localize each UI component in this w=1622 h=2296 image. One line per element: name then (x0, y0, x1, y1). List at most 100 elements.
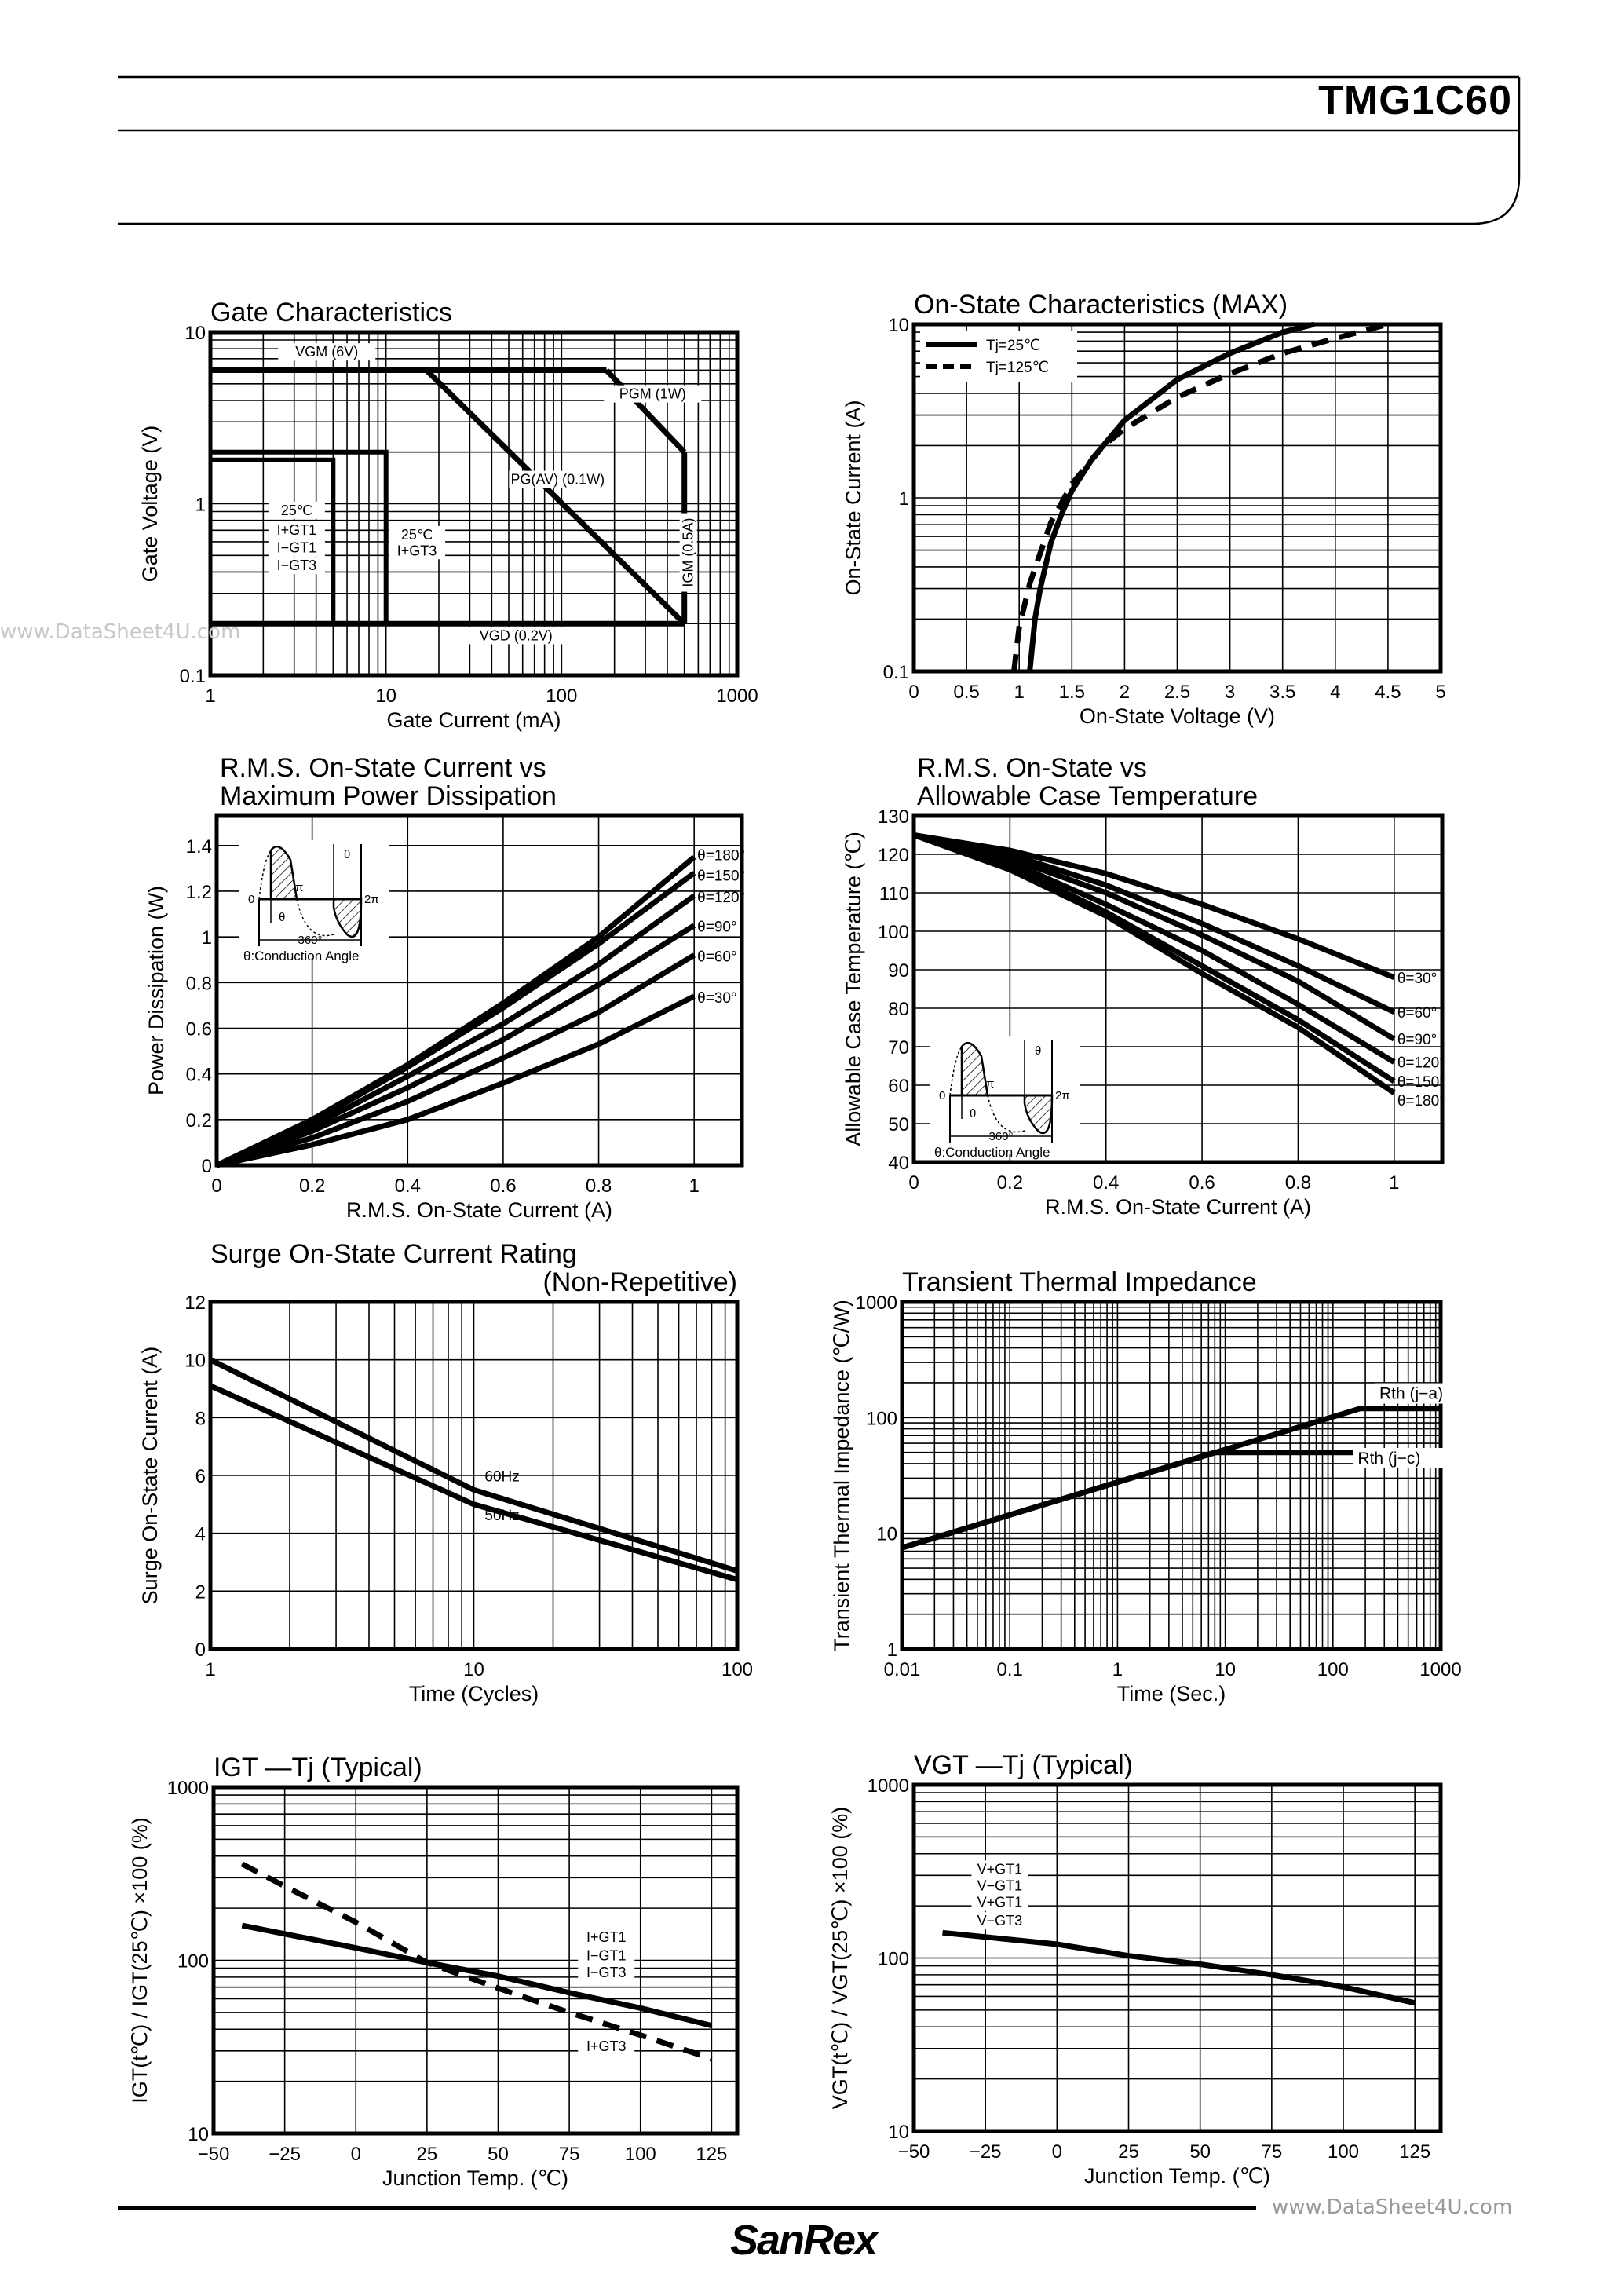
series-line (424, 368, 687, 626)
y-axis-label: IGT(t℃) / IGT(25℃) ×100 (%) (128, 1817, 152, 2103)
y-tick-label: 0.4 (186, 1065, 212, 1086)
watermark-left: www.DataSheet4U.com (0, 620, 241, 644)
curve-annotation: 25℃ (281, 503, 312, 518)
curve-annotation: V+GT1 (977, 1861, 1023, 1877)
y-tick-label: 10 (188, 2124, 209, 2145)
watermark-footer: www.DataSheet4U.com (1272, 2195, 1513, 2219)
x-tick-label: 5 (1435, 682, 1445, 703)
curve-annotation: IGM (0.5A) (681, 518, 696, 587)
y-tick-label: 1000 (167, 1778, 209, 1799)
curve-annotation: PG(AV) (0.1W) (511, 472, 605, 488)
x-tick-label: 0.6 (490, 1175, 516, 1197)
chart-7: IGT —Tj (Typical) −50 −25 0 25 50 75 100 125 10 10… (128, 1753, 740, 2190)
chart-title: Surge On-State Current Rating (210, 1239, 577, 1269)
header-frame (118, 75, 1521, 225)
y-tick-label: 120 (878, 845, 909, 866)
x-tick-label: 1 (205, 686, 215, 707)
x-tick-label: 10 (1215, 1659, 1236, 1680)
x-tick-label: 0.2 (299, 1175, 325, 1197)
inset-label-pi: π (295, 881, 303, 894)
y-tick-label: 80 (888, 999, 909, 1020)
x-tick-label: 3 (1225, 682, 1235, 703)
x-axis-label: R.M.S. On-State Current (A) (346, 1198, 612, 1222)
x-tick-label: 0.1 (997, 1659, 1023, 1680)
x-tick-label: 100 (625, 2144, 656, 2165)
inset-label-theta-bottom: θ (970, 1107, 976, 1121)
series-label: Rth (j−c) (1357, 1450, 1420, 1468)
x-tick-label: 1000 (1419, 1659, 1461, 1680)
y-axis-label: Power Dissipation (W) (144, 886, 168, 1095)
y-tick-label: 100 (878, 1949, 909, 1970)
curve-annotation: VGD (0.2V) (480, 627, 553, 643)
series-label: θ=120° (697, 890, 745, 906)
series-line (216, 993, 696, 1168)
x-tick-label: 25 (1118, 2141, 1139, 2163)
y-tick-label: 70 (888, 1037, 909, 1058)
y-axis-label: Gate Voltage (V) (138, 426, 162, 583)
chart-title: On-State Characteristics (MAX) (914, 290, 1288, 320)
y-tick-label: 40 (888, 1153, 909, 1174)
x-tick-label: 10 (375, 686, 396, 707)
x-tick-label: 0.4 (1093, 1172, 1119, 1194)
inset-label-zero: 0 (248, 893, 254, 906)
series-label: θ=180° (697, 847, 745, 864)
curve-annotation: I+GT1 (586, 1929, 627, 1945)
x-tick-label: −50 (898, 2141, 930, 2163)
conduction-angle-diagram: 0 π 2π θ θ 360° θ:Conduction Angle (239, 840, 389, 963)
chart-title: Gate Characteristics (210, 298, 452, 327)
x-tick-label: 1 (1014, 682, 1025, 703)
x-tick-label: 125 (696, 2144, 727, 2165)
x-tick-label: −50 (198, 2144, 230, 2165)
x-tick-label: 1 (205, 1659, 215, 1680)
conduction-angle-diagram: 0 π 2π θ θ 360° θ:Conduction Angle (930, 1036, 1080, 1160)
inset-label-theta-bottom: θ (279, 911, 285, 924)
series-label: 50Hz (484, 1508, 519, 1524)
plot-frame (208, 330, 740, 678)
curve-annotation: I−GT3 (277, 558, 317, 573)
y-tick-label: 1.2 (186, 882, 212, 903)
legend-label: Tj=25℃ (986, 338, 1040, 354)
plot-frame (900, 1300, 1443, 1651)
chart-8: VGT —Tj (Typical) −50 −25 0 25 50 75 100 125 10 10… (828, 1750, 1443, 2188)
curve-annotation: I+GT1 (277, 522, 317, 538)
y-axis-label: Surge On-State Current (A) (138, 1347, 162, 1605)
x-tick-label: −25 (269, 2144, 301, 2165)
y-tick-label: 0.8 (186, 973, 212, 994)
series-line (210, 457, 336, 624)
x-tick-label: 100 (546, 686, 577, 707)
x-tick-label: 4 (1330, 682, 1340, 703)
series-line (215, 923, 696, 1168)
series-line (912, 832, 1396, 1084)
inset-label-zero: 0 (939, 1089, 945, 1102)
x-tick-label: 50 (1189, 2141, 1211, 2163)
chart-5: Surge On-State Current Rating(Non-Repeti… (138, 1239, 753, 1706)
x-tick-label: 1000 (716, 686, 758, 707)
curve-annotation: V+GT1 (977, 1895, 1023, 1910)
y-axis-label: Transient Thermal Impedance (℃/W) (830, 1300, 853, 1651)
series-label: θ=60° (697, 949, 736, 965)
x-tick-label: 125 (1399, 2141, 1430, 2163)
series-line (913, 832, 1396, 1015)
series-line (604, 368, 687, 455)
y-tick-label: 110 (879, 883, 909, 905)
series-label: θ=150° (697, 868, 745, 885)
curve-annotation: I−GT3 (586, 1965, 627, 1980)
x-tick-label: 1.5 (1059, 682, 1085, 703)
x-tick-label: 50 (488, 2144, 509, 2165)
chart-title: Allowable Case Temperature (917, 781, 1258, 811)
curve-annotation: I+GT3 (397, 543, 437, 558)
series-line (209, 1357, 739, 1574)
y-tick-label: 1 (887, 1640, 897, 1661)
x-tick-label: 100 (1328, 2141, 1359, 2163)
chart-title: (Non-Repetitive) (542, 1267, 737, 1297)
x-tick-label: −25 (970, 2141, 1002, 2163)
x-tick-label: 75 (559, 2144, 580, 2165)
inset-label-360: 360° (988, 1130, 1013, 1143)
curve-annotation: 25℃ (401, 527, 433, 543)
y-tick-label: 1000 (856, 1292, 897, 1314)
x-tick-label: 2 (1120, 682, 1130, 703)
series-line (913, 832, 1396, 1065)
